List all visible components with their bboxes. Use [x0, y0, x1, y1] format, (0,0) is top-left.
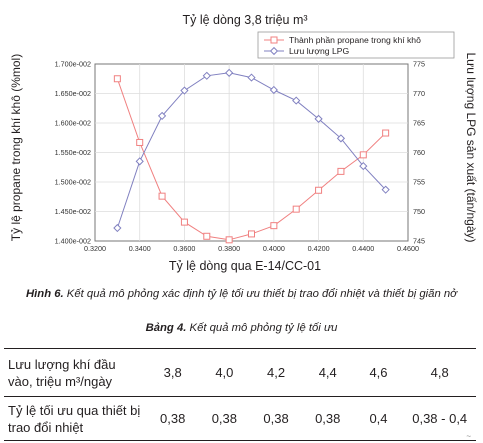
row2-value-2: 0,38 [198, 396, 251, 441]
series-point-2 [359, 161, 368, 171]
series-point-2 [269, 85, 278, 95]
row1-value-4: 4,4 [301, 348, 354, 397]
y2-tick-label: 750 [413, 207, 425, 216]
y2-axis-label: Lưu lượng LPG sản xuất (tấn/ngày) [464, 52, 478, 242]
row1-value-5: 4,6 [353, 348, 404, 397]
row1-value-3: 4,2 [250, 348, 302, 397]
row2-value-4: 0,38 [301, 396, 354, 441]
table-caption-text: Kết quả mô phỏng tỷ lệ tối ưu [186, 322, 338, 334]
legend-marker [270, 36, 278, 44]
table-caption-label: Bảng 4. [145, 322, 187, 334]
series-point-1 [292, 205, 300, 213]
x-axis-label: Tỷ lệ dòng qua E-14/CC-01 [169, 259, 321, 273]
series-point-2 [225, 68, 234, 77]
series-point-1 [270, 222, 278, 230]
y2-tick-label: 760 [413, 148, 425, 157]
row2-value-5: 0,4 [353, 396, 404, 441]
figure-caption: Hình 6. Kết quả mô phỏng xác định tỷ lệ … [0, 288, 483, 300]
y-tick-label: 1.450e-002 [55, 207, 91, 216]
row2-label: Tỷ lệ tối ưu qua thiết bị trao đổi nhiệt [4, 396, 147, 441]
series-point-1 [203, 232, 211, 240]
series-point-2 [135, 157, 144, 166]
y-tick-label: 1.600e-002 [55, 119, 91, 128]
legend-label: Lưu lượng LPG [289, 46, 349, 56]
table-caption: Bảng 4. Kết quả mô phỏng tỷ lệ tối ưu [0, 322, 483, 334]
legend-label: Thành phần propane trong khí khô [289, 35, 421, 45]
y-tick-label: 1.400e-002 [55, 237, 91, 246]
series-point-1 [158, 192, 166, 200]
series-point-1 [382, 129, 390, 137]
series-point-1 [248, 230, 255, 238]
x-tick-label: 0.4200 [308, 244, 330, 253]
legend-box [257, 31, 455, 59]
series-point-1 [359, 151, 367, 159]
series-point-2 [157, 111, 167, 121]
corner-mark: ~ [466, 432, 471, 441]
series-point-2 [381, 185, 390, 194]
x-tick-label: 0.4600 [397, 244, 419, 253]
y2-tick-label: 755 [413, 178, 425, 187]
y-tick-label: 1.650e-002 [55, 89, 91, 98]
series-point-2 [314, 114, 323, 123]
row1-label: Lưu lượng khí đầu vào, triệu m³/ngày [4, 348, 147, 397]
chart-title: Tỷ lệ dòng 3,8 triệu m³ [182, 13, 307, 27]
series-point-1 [180, 218, 188, 226]
legend-marker [269, 46, 279, 56]
series-point-2 [292, 96, 301, 105]
figure-caption-text: Kết quả mô phỏng xác định tỷ lệ tối ưu t… [63, 288, 457, 300]
table-row: Tỷ lệ tối ưu qua thiết bị trao đổi nhiệt… [4, 396, 476, 441]
row1-label-text: Lưu lượng khí đầu vào, triệu m³/ngày [8, 356, 116, 389]
series-point-1 [136, 138, 144, 146]
y2-tick-label: 770 [413, 89, 425, 98]
y-tick-label: 1.700e-002 [55, 60, 91, 69]
y2-tick-label: 745 [413, 237, 425, 246]
row1-value-1: 3,8 [146, 348, 199, 397]
row2-value-3: 0,38 [250, 396, 302, 441]
series-point-1 [113, 75, 121, 83]
x-tick-label: 0.4400 [352, 244, 374, 253]
y-tick-label: 1.550e-002 [55, 148, 91, 157]
y-tick-label: 1.500e-002 [55, 178, 91, 187]
results-table: Lưu lượng khí đầu vào, triệu m³/ngày 3,8… [4, 348, 476, 441]
y-axis-label: Tỷ lệ propane trong khí khô (%mol) [9, 54, 23, 241]
row2-value-1: 0,38 [146, 396, 199, 441]
series-point-1 [225, 236, 233, 244]
x-tick-label: 0.3600 [173, 244, 195, 253]
y2-tick-label: 765 [413, 119, 425, 128]
figure-caption-label: Hình 6. [26, 288, 64, 300]
series-point-2 [180, 86, 189, 95]
y2-tick-label: 775 [413, 60, 425, 69]
x-tick-label: 0.3800 [218, 244, 240, 253]
x-tick-label: 0.3400 [129, 244, 151, 253]
series-point-2 [336, 134, 346, 143]
series-point-2 [113, 223, 122, 233]
series-point-2 [247, 73, 256, 82]
row1-value-6: 4,8 [403, 348, 476, 397]
row1-value-2: 4,0 [198, 348, 251, 397]
table-row: Lưu lượng khí đầu vào, triệu m³/ngày 3,8… [4, 348, 476, 397]
series-point-1 [315, 186, 323, 194]
x-tick-label: 0.4000 [263, 244, 285, 253]
chart: 0.3200 0.3400 0.3600 0.3800 0.4000 0.4200 0.44… [9, 13, 478, 273]
series-point-2 [202, 71, 211, 80]
x-tick-label: 0.3200 [84, 244, 106, 253]
row2-value-6: 0,38 - 0,4 [403, 396, 476, 441]
series-point-1 [337, 167, 345, 175]
